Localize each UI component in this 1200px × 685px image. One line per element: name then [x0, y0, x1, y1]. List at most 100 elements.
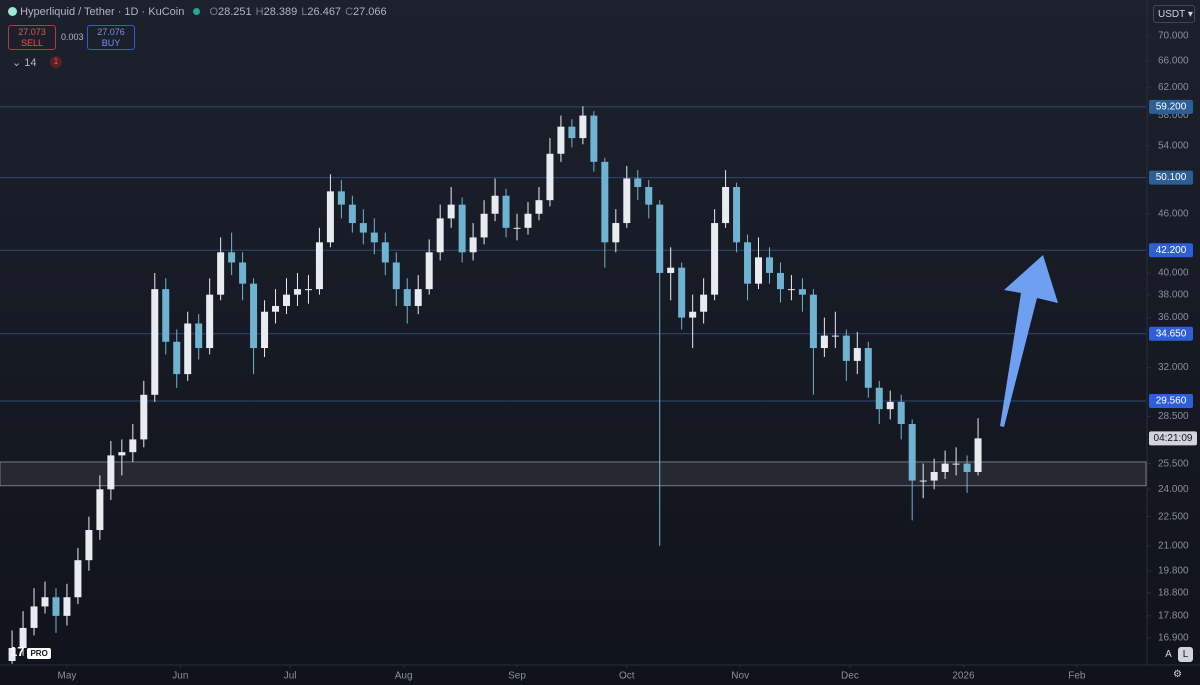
candle-body — [239, 262, 247, 284]
candle-body — [140, 394, 148, 440]
y-tick-label: 28.500 — [1158, 411, 1189, 422]
spread: 0.003 — [61, 32, 84, 42]
y-tick-label: 19.800 — [1158, 565, 1189, 576]
candle-body — [261, 311, 269, 349]
alert-badge[interactable]: 1 — [50, 56, 62, 68]
candle-body — [173, 341, 181, 375]
y-tick-label: 17.800 — [1158, 611, 1189, 622]
currency-select[interactable]: USDT ▾ — [1153, 5, 1195, 23]
candle-body — [755, 257, 763, 284]
candle-body — [359, 223, 367, 233]
candle-body — [634, 178, 642, 187]
ohlc-key: O — [209, 6, 219, 18]
buy-price: 27.076 — [97, 27, 125, 37]
candle-body — [283, 294, 290, 306]
candle-body — [469, 237, 477, 253]
candle-body — [447, 204, 455, 219]
level-label: 42.200 — [1156, 245, 1187, 256]
candle-body — [52, 597, 60, 616]
y-tick-label: 54.000 — [1158, 140, 1189, 151]
x-tick-label: Jul — [284, 671, 297, 682]
candle-body — [667, 267, 675, 273]
y-tick-label: 24.000 — [1158, 484, 1189, 495]
candle-body — [337, 191, 345, 205]
ohlc: O28.251 H28.389 L26.467 C27.066 — [209, 6, 390, 18]
ohlc-value: 28.389 — [263, 6, 298, 18]
ohlc-key: H — [255, 6, 264, 18]
symbol-icon — [8, 7, 17, 16]
candle-body — [645, 186, 653, 205]
buy-button[interactable]: 27.076 BUY — [87, 25, 135, 50]
symbol[interactable]: Hyperliquid / Tether · 1D · KuCoin — [20, 6, 185, 18]
candle-body — [974, 438, 982, 473]
y-tick-label: 58.000 — [1158, 110, 1189, 121]
x-tick-label: Aug — [395, 671, 413, 682]
candle-body — [272, 305, 280, 312]
candle-body — [798, 289, 806, 295]
candle-body — [963, 463, 971, 473]
candle-body — [162, 289, 170, 342]
candle-body — [107, 455, 115, 490]
candle-body — [612, 223, 620, 243]
y-tick-label: 40.000 — [1158, 268, 1189, 279]
candles-layer — [8, 106, 982, 664]
level-label-bg — [1149, 170, 1193, 185]
candle-body — [436, 218, 444, 253]
zone — [0, 461, 1147, 487]
ohlc-value: 26.467 — [307, 6, 342, 18]
ohlc-value: 28.251 — [218, 6, 252, 18]
candle-body — [480, 213, 488, 238]
candle-body — [326, 191, 334, 243]
sell-price: 27.073 — [18, 27, 46, 37]
level-label-bg — [1149, 326, 1193, 341]
level-label-bg — [1149, 243, 1193, 258]
x-tick-label: Oct — [619, 671, 635, 682]
sell-button[interactable]: 27.073 SELL — [8, 25, 56, 50]
candle-body — [897, 401, 905, 425]
candle-body — [63, 597, 71, 616]
candle-body — [535, 200, 543, 214]
y-tick-label: 62.000 — [1158, 82, 1189, 93]
candle-body — [831, 335, 839, 337]
candle-body — [919, 480, 927, 482]
candle-body — [491, 195, 499, 214]
x-tick-label: Nov — [731, 671, 749, 682]
level-label-bg — [1149, 394, 1193, 409]
candle-body — [85, 530, 93, 561]
candle-body — [601, 161, 609, 243]
x-tick-label: 2026 — [952, 671, 975, 682]
y-tick-label: 18.800 — [1158, 587, 1189, 598]
candle-body — [623, 178, 631, 224]
tv-logo: 17 PRO — [10, 644, 51, 659]
candle-body — [722, 186, 730, 224]
countdown-bg — [1149, 431, 1197, 446]
auto-scale-button[interactable]: A — [1165, 649, 1172, 660]
candle-body — [502, 195, 510, 228]
candle-body — [689, 311, 697, 318]
candle-body — [590, 115, 598, 162]
candle-body — [425, 252, 433, 290]
candle-body — [557, 126, 565, 154]
candle-body — [700, 294, 708, 312]
candle-body — [381, 242, 389, 263]
indicators-toggle[interactable]: ⌄ 14 — [12, 57, 37, 69]
y-tick-label: 66.000 — [1158, 56, 1189, 67]
candle-body — [392, 262, 400, 290]
candle-body — [733, 186, 741, 243]
settings-button[interactable]: ⚙ — [1173, 669, 1182, 680]
log-scale-button[interactable]: L — [1178, 647, 1193, 662]
candle-body — [293, 289, 301, 295]
x-tick-label: Jun — [172, 671, 188, 682]
candle-body — [787, 289, 795, 291]
level-label: 34.650 — [1156, 328, 1187, 339]
candle-body — [853, 348, 861, 361]
y-tick-label: 22.500 — [1158, 511, 1189, 522]
candle-body — [513, 227, 521, 229]
symbol-line: Hyperliquid / Tether · 1D · KuCoin O28.2… — [8, 6, 391, 18]
ohlc-value: 27.066 — [353, 6, 387, 18]
candle-body — [217, 252, 225, 295]
x-tick-label: Sep — [508, 671, 526, 682]
candle-body — [458, 204, 466, 253]
